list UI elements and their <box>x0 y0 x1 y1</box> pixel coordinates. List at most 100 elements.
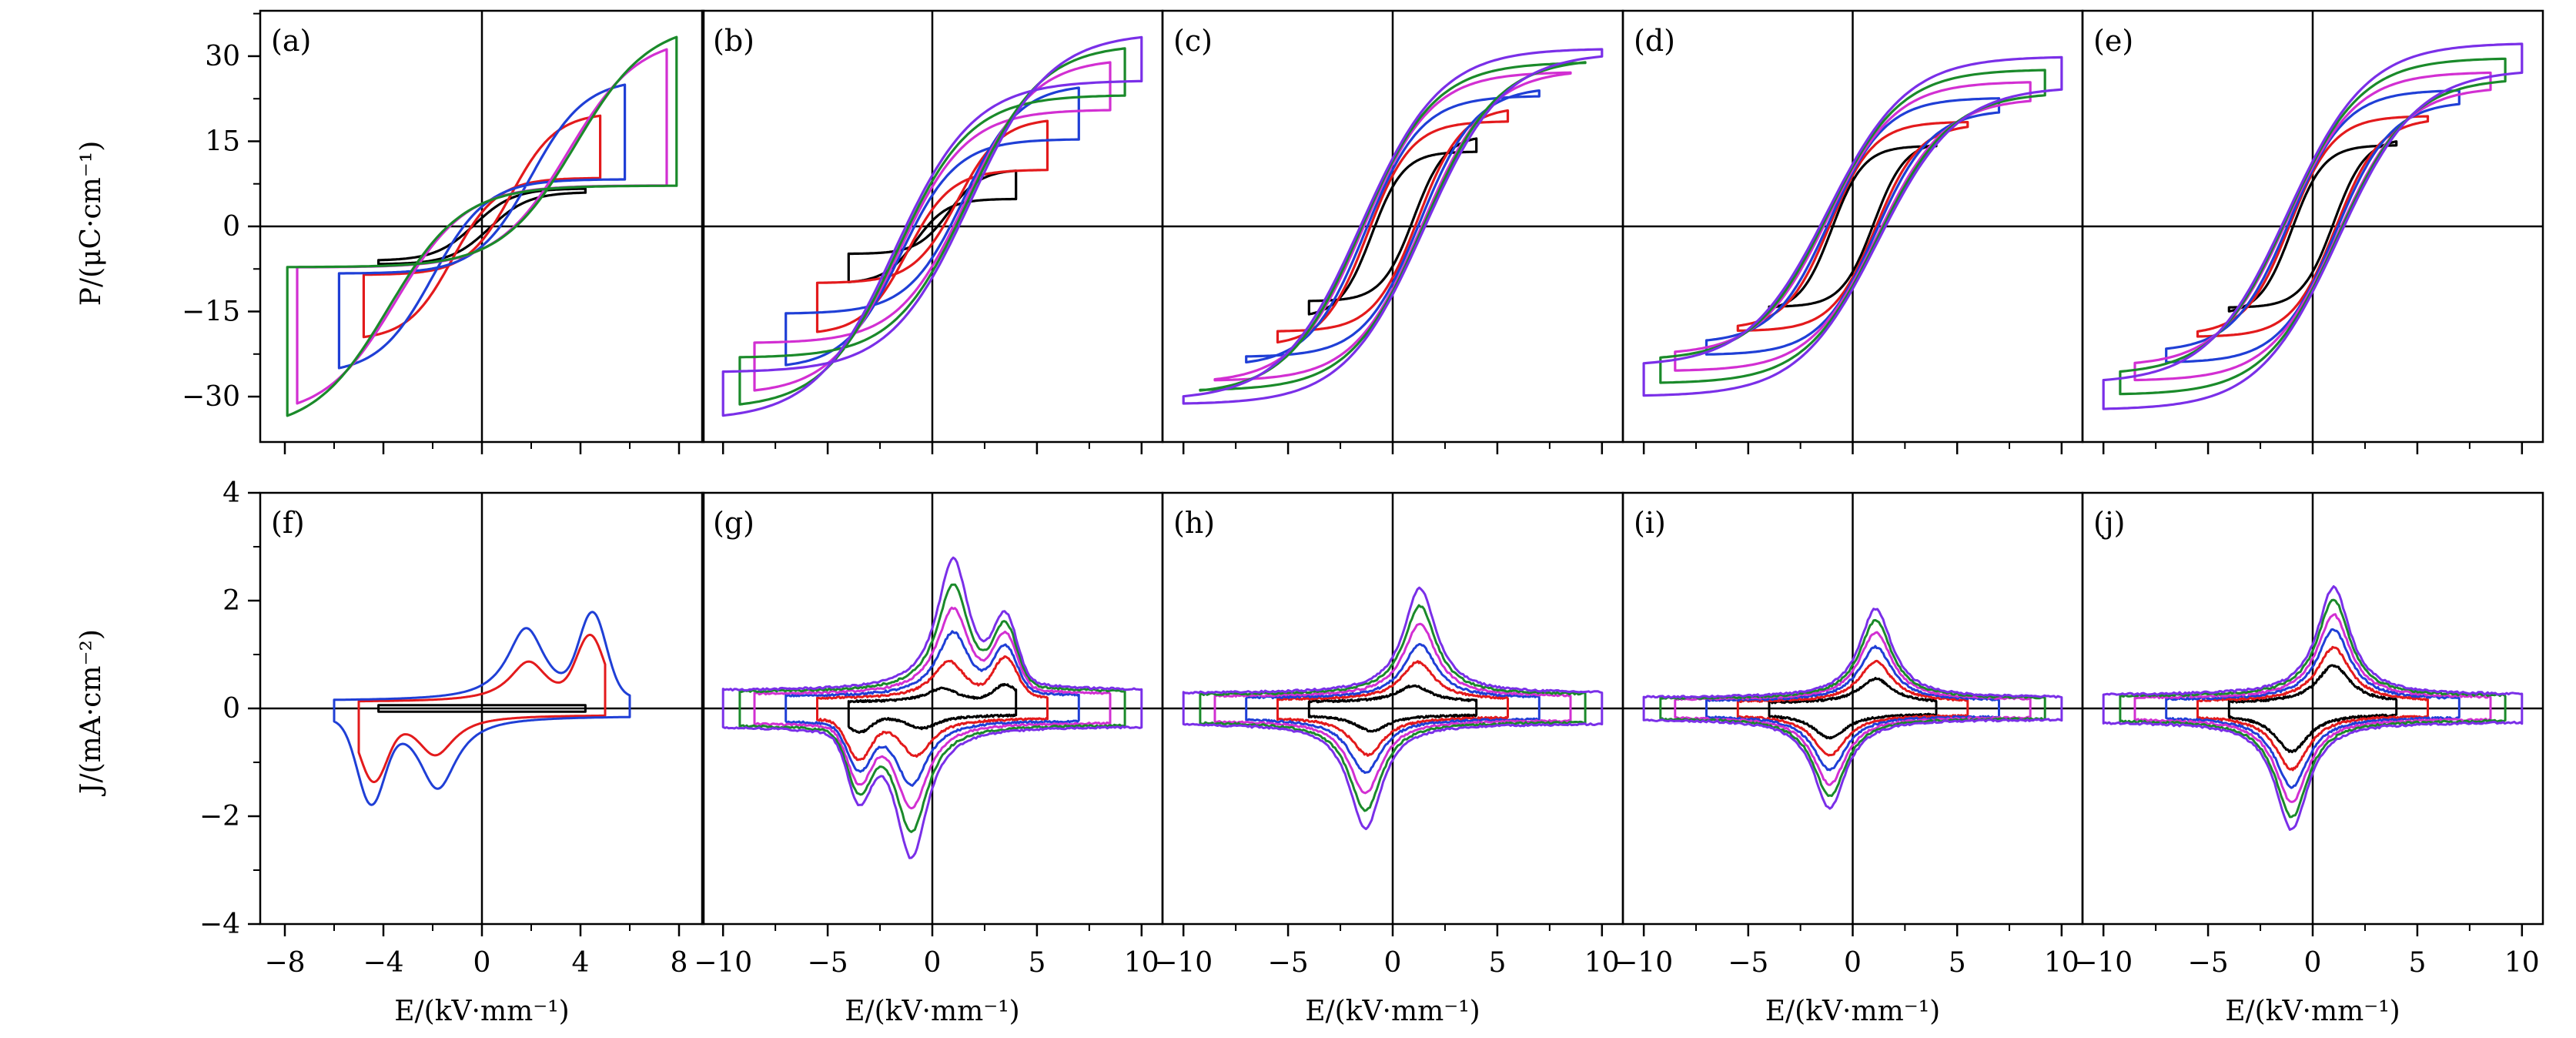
current-loop-i-5 <box>1659 618 2046 798</box>
current-loop-g-2 <box>816 655 1049 762</box>
loop-d-6 <box>1642 55 2063 397</box>
current-loop-i-4 <box>1674 631 2032 786</box>
panel-label-c: (c) <box>1173 24 1213 58</box>
x-tick-label: 5 <box>2408 947 2426 979</box>
series-group <box>721 556 1143 859</box>
loop-e-6 <box>2102 42 2524 410</box>
current-loop-h-3 <box>1245 643 1541 774</box>
y-tick-label: −15 <box>182 296 240 328</box>
current-loop-g-4 <box>753 606 1112 810</box>
x-tick-label: 10 <box>2044 947 2079 979</box>
series-group <box>286 35 678 417</box>
loop-d-2 <box>1736 121 1969 332</box>
loop-b-4 <box>753 61 1112 392</box>
panel-e: (e) <box>2081 9 2544 454</box>
loop-c-4 <box>1213 71 1572 382</box>
panel-label-h: (h) <box>1173 506 1215 540</box>
x-tick-label: −10 <box>1154 947 1213 979</box>
panel-a: −30 −15 0 15 30 (a) <box>182 9 705 454</box>
panel-f: −8 −4 0 4 8 E/(kV·mm⁻¹) −4 −2 0 2 4 (f) <box>199 477 705 1027</box>
x-tick-label: 0 <box>1384 947 1402 979</box>
y-tick-label: 0 <box>222 211 240 243</box>
x-tick-label: 0 <box>2304 947 2322 979</box>
figure-labels: P/(μC·cm⁻¹) J/(mA·cm⁻²) <box>75 141 107 797</box>
x-tick-label: 5 <box>1488 947 1506 979</box>
loop-e-5 <box>2119 57 2507 396</box>
loop-b-1 <box>847 169 1018 283</box>
loop-d-4 <box>1674 81 2032 372</box>
x-tick-label: −10 <box>694 947 752 979</box>
loop-b-6 <box>721 35 1143 417</box>
x-tick-label: −5 <box>2188 947 2229 979</box>
current-loop-g-3 <box>785 630 1080 787</box>
loop-e-1 <box>2227 140 2398 313</box>
current-loop-i-1 <box>1768 677 1938 740</box>
current-loop-j-4 <box>2133 613 2492 803</box>
panel-label-j: (j) <box>2093 506 2125 540</box>
loop-b-3 <box>785 86 1080 367</box>
series-group <box>1182 586 1604 831</box>
current-loop-h-4 <box>1213 622 1572 795</box>
current-loop-f-2 <box>357 634 607 783</box>
y-tick-label: 30 <box>205 41 240 72</box>
y-tick-label: 0 <box>222 693 240 725</box>
y-tick-label: 2 <box>222 585 240 617</box>
x-tick-label: 10 <box>1124 947 1159 979</box>
panel-label-e: (e) <box>2093 24 2133 58</box>
loop-d-5 <box>1659 69 2046 384</box>
series-group <box>1642 55 2063 397</box>
current-loop-j-2 <box>2196 645 2429 772</box>
y-tick-label: −4 <box>199 909 240 940</box>
loop-b-5 <box>738 47 1126 406</box>
panel-label-f: (f) <box>271 506 305 540</box>
x-tick-label: 10 <box>2504 947 2540 979</box>
current-loop-i-2 <box>1736 659 1969 757</box>
loop-c-5 <box>1199 61 1587 392</box>
current-loop-f-1 <box>377 704 587 713</box>
loop-c-3 <box>1245 89 1541 363</box>
current-loop-g-6 <box>721 556 1143 859</box>
x-axis-label: E/(kV·mm⁻¹) <box>1765 996 1940 1027</box>
x-tick-label: −10 <box>2074 947 2133 979</box>
panel-i: −10 −5 0 5 10 E/(kV·mm⁻¹) (i) <box>1614 491 2084 1027</box>
current-loop-f-3 <box>333 611 631 806</box>
panel-label-d: (d) <box>1634 24 1675 58</box>
series-group <box>1642 608 2063 810</box>
current-loop-h-6 <box>1182 586 1604 831</box>
x-tick-label: −5 <box>1728 947 1768 979</box>
loop-c-2 <box>1276 109 1510 344</box>
panels-group: −30 −15 0 15 30 (a) (b) (c) (d) (e) −8 −4 0 4 8 E/(kV·m… <box>182 9 2544 1027</box>
panel-c: (c) <box>1161 9 1624 454</box>
y-tick-label: −2 <box>199 801 240 832</box>
loop-b-2 <box>815 119 1049 333</box>
current-loop-j-5 <box>2119 598 2507 819</box>
x-tick-label: 4 <box>572 947 590 979</box>
loop-a-5 <box>286 35 678 417</box>
x-axis-label: E/(kV·mm⁻¹) <box>2225 996 2400 1027</box>
bottom-y-axis-label: J/(mA·cm⁻²) <box>75 629 107 797</box>
panel-label-b: (b) <box>713 24 754 58</box>
panel-label-g: (g) <box>713 506 754 540</box>
x-tick-label: −10 <box>1614 947 1673 979</box>
x-tick-label: −5 <box>1268 947 1309 979</box>
panel-h: −10 −5 0 5 10 E/(kV·mm⁻¹) (h) <box>1154 491 1624 1027</box>
current-loop-h-2 <box>1276 660 1509 757</box>
current-loop-i-3 <box>1705 645 2000 772</box>
current-loop-j-6 <box>2102 585 2524 831</box>
panel-label-i: (i) <box>1634 506 1666 540</box>
current-loop-g-1 <box>847 683 1018 734</box>
series-group <box>2102 42 2524 410</box>
loop-c-6 <box>1182 48 1604 405</box>
x-tick-label: 0 <box>1844 947 1862 979</box>
series-group <box>721 35 1143 417</box>
loop-e-2 <box>2196 115 2430 338</box>
top-y-axis-label: P/(μC·cm⁻¹) <box>75 141 107 306</box>
x-tick-label: −5 <box>808 947 848 979</box>
x-tick-label: −8 <box>264 947 305 979</box>
current-loop-i-6 <box>1642 608 2063 810</box>
y-tick-label: 4 <box>222 477 240 509</box>
panel-d: (d) <box>1621 9 2084 454</box>
x-tick-label: 0 <box>473 947 491 979</box>
y-tick-label: 15 <box>205 126 240 157</box>
